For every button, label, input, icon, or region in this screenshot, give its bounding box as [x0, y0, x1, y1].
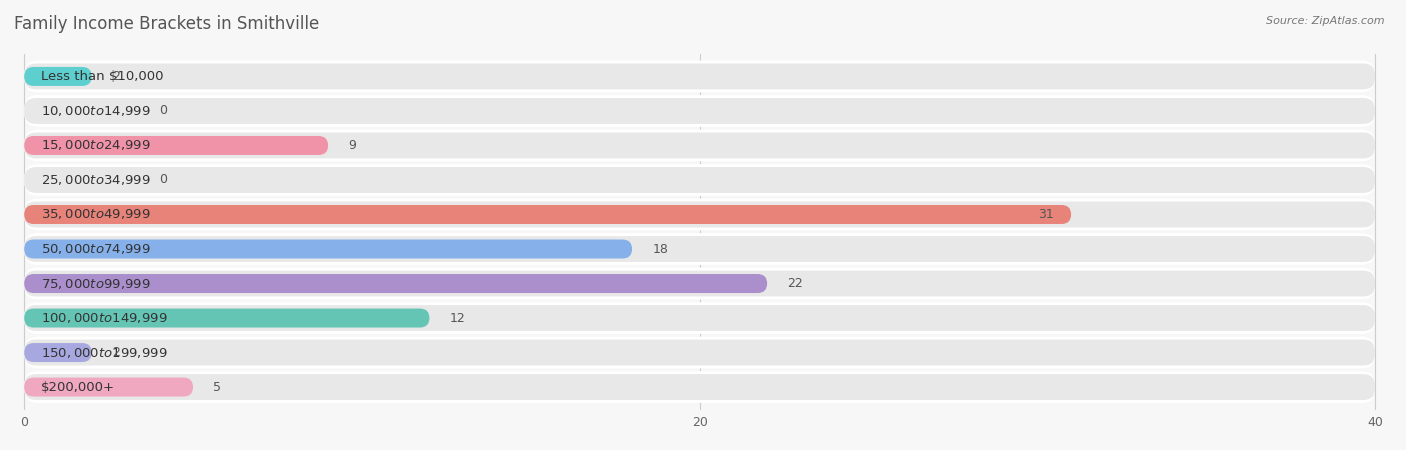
FancyBboxPatch shape	[24, 337, 1375, 369]
FancyBboxPatch shape	[24, 61, 1375, 92]
FancyBboxPatch shape	[24, 305, 1375, 331]
FancyBboxPatch shape	[24, 236, 1375, 262]
Text: 18: 18	[652, 243, 668, 256]
Text: 12: 12	[450, 311, 465, 324]
Text: $100,000 to $149,999: $100,000 to $149,999	[41, 311, 167, 325]
FancyBboxPatch shape	[24, 374, 1375, 400]
FancyBboxPatch shape	[24, 205, 1071, 224]
Text: 2: 2	[112, 346, 120, 359]
Text: $15,000 to $24,999: $15,000 to $24,999	[41, 139, 150, 153]
Text: $150,000 to $199,999: $150,000 to $199,999	[41, 346, 167, 360]
FancyBboxPatch shape	[24, 164, 1375, 196]
Text: $75,000 to $99,999: $75,000 to $99,999	[41, 276, 150, 291]
FancyBboxPatch shape	[24, 274, 768, 293]
FancyBboxPatch shape	[24, 309, 429, 328]
Text: Less than $10,000: Less than $10,000	[41, 70, 163, 83]
Text: 0: 0	[159, 174, 167, 186]
FancyBboxPatch shape	[24, 302, 1375, 334]
Text: $50,000 to $74,999: $50,000 to $74,999	[41, 242, 150, 256]
Text: $200,000+: $200,000+	[41, 381, 115, 394]
FancyBboxPatch shape	[24, 340, 1375, 365]
FancyBboxPatch shape	[24, 130, 1375, 162]
FancyBboxPatch shape	[24, 233, 1375, 265]
FancyBboxPatch shape	[24, 95, 1375, 127]
FancyBboxPatch shape	[24, 136, 328, 155]
Text: 9: 9	[349, 139, 356, 152]
FancyBboxPatch shape	[24, 371, 1375, 403]
FancyBboxPatch shape	[24, 343, 91, 362]
FancyBboxPatch shape	[24, 198, 1375, 230]
FancyBboxPatch shape	[24, 378, 193, 396]
Text: $35,000 to $49,999: $35,000 to $49,999	[41, 207, 150, 221]
Text: 2: 2	[112, 70, 120, 83]
FancyBboxPatch shape	[24, 202, 1375, 227]
FancyBboxPatch shape	[24, 270, 1375, 297]
Text: 22: 22	[787, 277, 803, 290]
FancyBboxPatch shape	[24, 132, 1375, 158]
Text: Source: ZipAtlas.com: Source: ZipAtlas.com	[1267, 16, 1385, 26]
FancyBboxPatch shape	[24, 98, 1375, 124]
Text: 5: 5	[214, 381, 221, 394]
FancyBboxPatch shape	[24, 167, 1375, 193]
FancyBboxPatch shape	[24, 63, 1375, 90]
Text: Family Income Brackets in Smithville: Family Income Brackets in Smithville	[14, 15, 319, 33]
Text: $10,000 to $14,999: $10,000 to $14,999	[41, 104, 150, 118]
FancyBboxPatch shape	[24, 268, 1375, 299]
FancyBboxPatch shape	[24, 67, 91, 86]
Text: 31: 31	[1039, 208, 1054, 221]
FancyBboxPatch shape	[24, 239, 633, 258]
Text: $25,000 to $34,999: $25,000 to $34,999	[41, 173, 150, 187]
Text: 0: 0	[159, 104, 167, 117]
